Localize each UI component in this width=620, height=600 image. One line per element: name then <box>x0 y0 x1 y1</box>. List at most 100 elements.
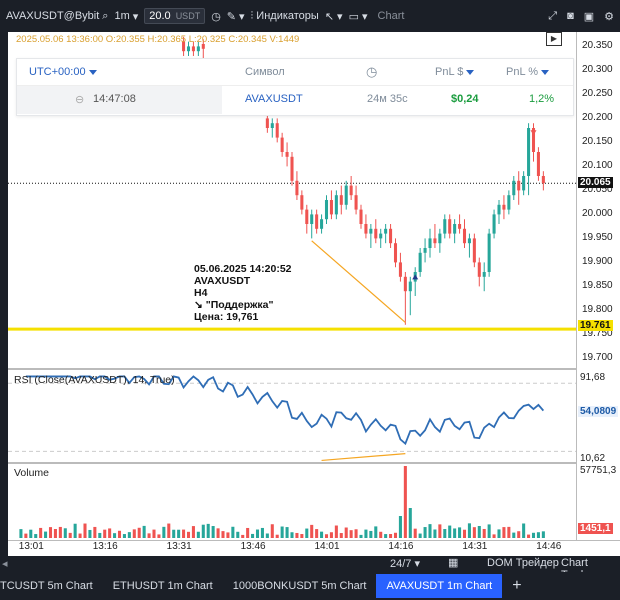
candle-body <box>423 248 427 253</box>
volume-bar <box>428 524 432 538</box>
scroll-left-icon[interactable]: ◂ <box>2 558 8 570</box>
session-selector[interactable]: 24/7 ▾ <box>390 558 420 570</box>
candle-body <box>438 233 442 244</box>
candle-body <box>487 233 491 272</box>
volume-bar <box>167 523 171 538</box>
pane-divider <box>8 462 576 464</box>
left-drawing-bar[interactable] <box>0 32 8 572</box>
volume-bar <box>492 534 496 538</box>
volume-bar <box>270 524 274 538</box>
support-annotation[interactable]: 05.06.2025 14:20:52 AVAXUSDT H4 ↘ "Подде… <box>194 263 292 323</box>
volume-bar <box>108 528 112 538</box>
candle-body <box>324 200 329 220</box>
pencil-icon: ✎ <box>226 10 237 23</box>
collapse-toggle[interactable]: ▶ <box>546 32 562 46</box>
volume-axis-top: 57751,3 <box>580 465 617 476</box>
candle-body <box>305 209 309 224</box>
candle-body <box>408 281 412 292</box>
volume-bar <box>127 532 131 538</box>
add-tab-button[interactable]: + <box>512 577 522 594</box>
quantity-input[interactable]: 20.0 USDT <box>144 8 206 24</box>
volume-bar <box>502 527 506 538</box>
tab-1000bonkusdt[interactable]: 1000BONKUSDT 5m Chart <box>232 580 367 592</box>
cursor-tool-button[interactable]: ↖ ▾ <box>324 10 343 23</box>
volume-bar <box>255 529 260 538</box>
volume-bar <box>541 531 545 538</box>
minus-circle-icon[interactable]: ⊖ <box>75 94 85 106</box>
volume-bar <box>467 523 471 538</box>
volume-bar <box>285 527 289 538</box>
position-duration: 24м 35с <box>367 93 408 105</box>
indicators-button[interactable]: ⫶ Индикаторы <box>251 10 319 23</box>
camera-icon[interactable]: ◙ <box>567 9 574 22</box>
tab-tcusdt[interactable]: TCUSDT 5m Chart <box>0 580 93 592</box>
time-tick-label: 14:16 <box>388 541 414 552</box>
volume-bar <box>275 534 279 538</box>
support-price-tag: 19.761 <box>578 320 613 331</box>
candle-body <box>389 228 393 244</box>
candle-body <box>492 214 496 234</box>
volume-bar <box>507 526 511 538</box>
position-row[interactable]: ⊖ 14:47:08 AVAXUSDT 24м 35с $0,24 1,2% <box>17 86 573 114</box>
volume-bar <box>517 531 521 538</box>
volume-bar <box>44 531 48 538</box>
candle-body <box>275 123 279 138</box>
interval-selector[interactable]: 1m ▾ <box>114 10 138 23</box>
candle-body <box>201 44 205 49</box>
dom-trader-button[interactable]: DOM Трейдер <box>487 557 559 569</box>
volume-bar <box>93 526 97 538</box>
chevron-down-icon: ▾ <box>132 10 139 23</box>
clock-icon[interactable]: ◷ <box>211 10 221 23</box>
rsi-label: RSI (Close(AVAXUSDT), 14, True) <box>14 374 175 386</box>
candle-body <box>290 156 294 181</box>
pnl-usd-header[interactable]: PnL $ <box>435 66 475 78</box>
layout-button[interactable]: ▭ ▾ <box>348 10 368 23</box>
chart-area[interactable] <box>8 32 576 540</box>
price-axis[interactable] <box>576 32 620 540</box>
symbol-selector[interactable]: AVAXUSDT@Bybit ⌕ <box>6 10 108 23</box>
candle-body <box>270 123 274 128</box>
chevron-down-icon <box>541 69 550 75</box>
annotation-timeframe: H4 <box>194 287 208 299</box>
volume-bar <box>241 534 245 538</box>
pnl-pct-header[interactable]: PnL % <box>506 66 550 78</box>
time-axis[interactable] <box>8 540 620 557</box>
volume-bar <box>300 534 304 538</box>
indicators-label: Индикаторы <box>256 10 319 22</box>
candle-body <box>334 195 338 215</box>
volume-bar <box>132 529 136 538</box>
current-price-tag: 20.065 <box>578 177 613 188</box>
candle-body <box>517 180 521 191</box>
volume-bar <box>231 526 235 538</box>
volume-bar <box>433 529 437 538</box>
price-tick-label: 19.950 <box>582 232 613 244</box>
candle-body <box>453 224 457 234</box>
volume-bar <box>448 525 452 538</box>
tab-ethusdt[interactable]: ETHUSDT 1m Chart <box>112 580 213 592</box>
chart-canvas[interactable] <box>8 32 576 540</box>
draw-tools-button[interactable]: ✎ ▾ <box>226 10 245 23</box>
volume-bar <box>24 533 28 538</box>
volume-bar <box>344 527 348 538</box>
expand-icon[interactable]: ⤢ <box>548 9 558 22</box>
settings-icon[interactable]: ▣ <box>583 10 595 23</box>
candle-body <box>443 219 447 234</box>
candle-body <box>482 272 486 277</box>
volume-bar <box>359 534 363 538</box>
volume-bar <box>142 525 146 538</box>
volume-bar <box>48 527 53 538</box>
volume-bar <box>39 527 43 538</box>
volume-bar <box>295 532 299 538</box>
trend-line <box>311 240 406 323</box>
time-tick-label: 14:31 <box>462 541 488 552</box>
volume-bar <box>182 529 186 538</box>
tab-avaxusdt[interactable]: AVAXUSDT 1m Chart <box>376 574 503 598</box>
timezone-selector[interactable]: UTC+00:00 <box>29 66 97 78</box>
calendar-icon[interactable]: ▦ <box>448 557 459 569</box>
candle-body <box>428 238 432 248</box>
annotation-datetime: 05.06.2025 14:20:52 <box>194 263 292 275</box>
candle-body <box>398 262 402 277</box>
candle-body <box>182 41 186 52</box>
gear-icon[interactable]: ⚙ <box>604 10 614 23</box>
volume-bar <box>152 529 156 538</box>
